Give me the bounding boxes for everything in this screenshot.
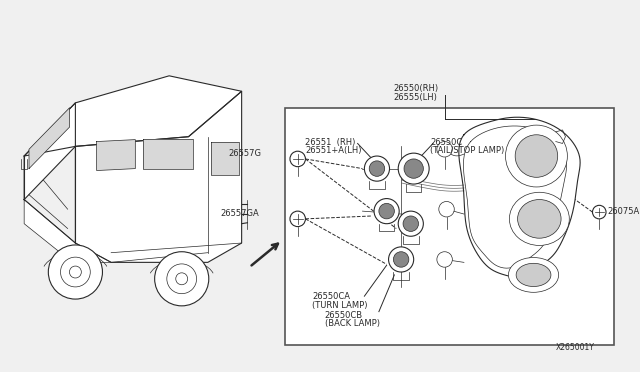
Text: 26550C: 26550C bbox=[430, 138, 462, 147]
Circle shape bbox=[506, 125, 568, 187]
Polygon shape bbox=[29, 108, 70, 169]
Circle shape bbox=[69, 266, 81, 278]
Polygon shape bbox=[211, 141, 239, 175]
Text: (TURN LAMP): (TURN LAMP) bbox=[312, 301, 368, 310]
Circle shape bbox=[439, 202, 454, 217]
Circle shape bbox=[290, 151, 305, 167]
Circle shape bbox=[61, 257, 90, 287]
Ellipse shape bbox=[518, 199, 561, 238]
Circle shape bbox=[290, 211, 305, 227]
Polygon shape bbox=[24, 76, 242, 156]
Text: 26550CA: 26550CA bbox=[312, 292, 350, 301]
Text: 26551+A(LH): 26551+A(LH) bbox=[305, 146, 362, 155]
Circle shape bbox=[398, 211, 423, 236]
Ellipse shape bbox=[516, 263, 551, 286]
Circle shape bbox=[394, 252, 409, 267]
Polygon shape bbox=[459, 117, 580, 277]
Circle shape bbox=[437, 141, 452, 157]
Circle shape bbox=[515, 135, 557, 177]
Text: 26551  (RH): 26551 (RH) bbox=[305, 138, 356, 147]
Circle shape bbox=[374, 199, 399, 224]
Circle shape bbox=[403, 216, 419, 231]
Polygon shape bbox=[76, 91, 242, 262]
Circle shape bbox=[167, 264, 196, 294]
Circle shape bbox=[437, 252, 452, 267]
Polygon shape bbox=[97, 140, 135, 170]
Text: 26555(LH): 26555(LH) bbox=[394, 93, 438, 102]
Circle shape bbox=[593, 205, 606, 219]
Polygon shape bbox=[24, 199, 111, 262]
Circle shape bbox=[404, 159, 423, 178]
Ellipse shape bbox=[508, 257, 559, 292]
Text: 26550(RH): 26550(RH) bbox=[393, 84, 438, 93]
Polygon shape bbox=[143, 139, 193, 169]
Circle shape bbox=[155, 252, 209, 306]
Text: X265001Y: X265001Y bbox=[556, 343, 595, 352]
Text: 26557G: 26557G bbox=[228, 149, 261, 158]
Circle shape bbox=[388, 247, 413, 272]
Bar bbox=[285, 108, 614, 344]
Circle shape bbox=[49, 245, 102, 299]
Text: 26550CB: 26550CB bbox=[324, 311, 363, 320]
Circle shape bbox=[398, 153, 429, 184]
Circle shape bbox=[176, 273, 188, 285]
Polygon shape bbox=[24, 103, 76, 199]
Text: 26075A: 26075A bbox=[607, 207, 639, 216]
Circle shape bbox=[379, 203, 394, 219]
Text: 26557GA: 26557GA bbox=[220, 209, 259, 218]
Text: (TAIL/STOP LAMP): (TAIL/STOP LAMP) bbox=[430, 146, 504, 155]
Ellipse shape bbox=[509, 192, 570, 246]
Circle shape bbox=[364, 156, 390, 181]
Text: (BACK LAMP): (BACK LAMP) bbox=[324, 320, 380, 328]
Circle shape bbox=[369, 161, 385, 176]
